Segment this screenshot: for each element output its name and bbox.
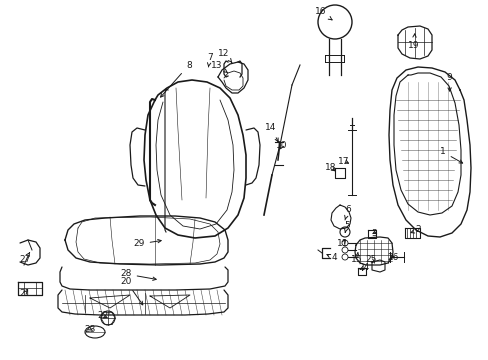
Text: 12: 12 xyxy=(218,49,231,63)
Text: 2: 2 xyxy=(410,225,420,234)
Text: 19: 19 xyxy=(407,34,419,49)
Text: 28: 28 xyxy=(120,270,156,280)
Text: 21: 21 xyxy=(19,288,31,297)
Text: 26: 26 xyxy=(386,252,398,261)
Text: 6: 6 xyxy=(344,206,350,220)
Text: 23: 23 xyxy=(84,324,96,333)
Text: 4: 4 xyxy=(326,253,336,262)
Text: 1: 1 xyxy=(439,148,462,163)
Text: 3: 3 xyxy=(370,229,376,238)
Text: 20: 20 xyxy=(120,276,142,305)
Text: 14: 14 xyxy=(265,123,278,141)
Text: 11: 11 xyxy=(337,238,348,248)
Text: 27: 27 xyxy=(19,253,31,265)
Text: 5: 5 xyxy=(344,220,349,233)
Text: 15: 15 xyxy=(350,253,362,265)
Text: 13: 13 xyxy=(211,60,227,73)
Text: 10: 10 xyxy=(276,141,287,150)
Text: 25: 25 xyxy=(365,256,376,265)
Text: 8: 8 xyxy=(160,60,191,97)
Text: 9: 9 xyxy=(445,73,451,91)
Text: 24: 24 xyxy=(358,264,369,273)
Text: 29: 29 xyxy=(133,239,161,248)
Text: 18: 18 xyxy=(325,163,336,172)
Text: 7: 7 xyxy=(207,53,212,67)
Text: 16: 16 xyxy=(315,8,331,20)
Text: 17: 17 xyxy=(338,157,349,166)
Text: 22: 22 xyxy=(97,311,108,320)
